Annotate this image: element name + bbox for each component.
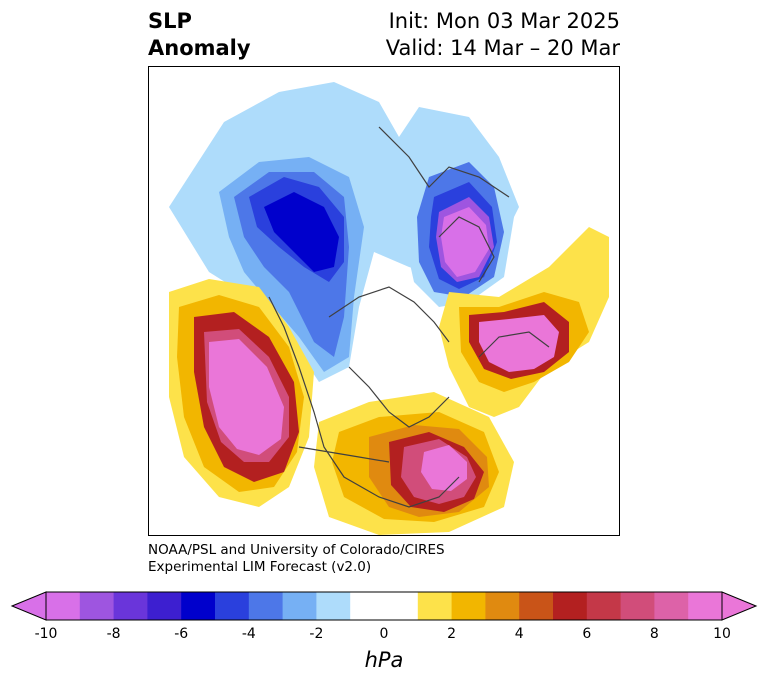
colorbar-cell xyxy=(553,592,588,620)
colorbar-cell xyxy=(485,592,520,620)
colorbar-tick-label: -6 xyxy=(174,626,189,642)
forecast-dates: Init: Mon 03 Mar 2025 Valid: 14 Mar – 20… xyxy=(386,8,620,62)
colorbar-max-arrow xyxy=(721,591,758,621)
colorbar-tick-label: -4 xyxy=(241,626,256,642)
colorbar-cell xyxy=(350,592,385,620)
credit-line-1: NOAA/PSL and University of Colorado/CIRE… xyxy=(148,542,445,558)
colorbar-cell xyxy=(79,592,115,620)
colorbar-tick-label: 6 xyxy=(582,626,592,642)
colorbar-ticks: -10 -8 -6 -4 -2 0 2 4 6 8 10 xyxy=(0,626,768,646)
colorbar-tick-label: -2 xyxy=(309,626,324,642)
atlantic-high-core xyxy=(479,315,559,372)
colorbar-cell xyxy=(620,592,655,620)
colorbar-min-arrow xyxy=(10,591,47,621)
colorbar-cell xyxy=(46,592,81,620)
colorbar-cell xyxy=(248,592,284,620)
colorbar-cell xyxy=(417,592,453,620)
colorbar-tick-label: -10 xyxy=(34,626,58,642)
title-line-1: SLP xyxy=(148,9,192,33)
colorbar-cell xyxy=(451,592,486,620)
colorbar-tick-label: 4 xyxy=(514,626,524,642)
colorbar-cell xyxy=(519,592,554,620)
credit-text: NOAA/PSL and University of Colorado/CIRE… xyxy=(148,542,445,576)
colorbar-cell xyxy=(147,592,182,620)
map-canvas xyxy=(169,82,609,535)
colorbar-tick-label: 0 xyxy=(379,626,389,642)
colorbar-cell xyxy=(654,592,689,620)
init-date: Init: Mon 03 Mar 2025 xyxy=(388,9,620,33)
valid-range: Valid: 14 Mar – 20 Mar xyxy=(385,36,620,60)
title-line-2: Anomaly xyxy=(148,36,251,60)
colorbar-cell xyxy=(586,592,622,620)
colorbar-cell xyxy=(316,592,351,620)
colorbar-tick-label: 10 xyxy=(713,626,731,642)
slp-anomaly-map xyxy=(148,66,620,536)
colorbar-cell xyxy=(113,592,148,620)
colorbar-cell xyxy=(215,592,250,620)
colorbar-cell xyxy=(181,592,216,620)
coastlines xyxy=(268,126,550,508)
colorbar-cell xyxy=(384,592,419,620)
credit-line-2: Experimental LIM Forecast (v2.0) xyxy=(148,559,372,575)
colorbar-cells xyxy=(46,592,723,620)
map-title: SLP Anomaly xyxy=(148,8,251,62)
colorbar-frame xyxy=(45,591,723,621)
europe-low-center xyxy=(441,207,489,277)
colorbar-cell xyxy=(282,592,317,620)
pacific-high-core xyxy=(209,339,284,455)
colorbar-tick-label: -8 xyxy=(106,626,121,642)
colorbar xyxy=(10,591,758,621)
colorbar-tick-label: 8 xyxy=(649,626,659,642)
colorbar-tick-label: 2 xyxy=(447,626,457,642)
nw-canada-low-center xyxy=(264,192,339,272)
colorbar-cell xyxy=(688,592,723,620)
colorbar-unit: hPa xyxy=(364,648,404,672)
us-high-core xyxy=(421,445,467,491)
